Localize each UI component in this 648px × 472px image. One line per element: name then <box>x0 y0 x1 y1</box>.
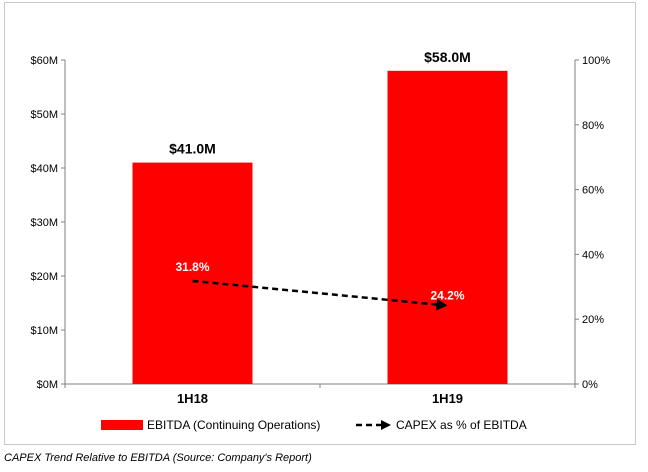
right-axis-tick-label: 80% <box>582 120 604 132</box>
left-axis-tick-label: $60M <box>30 55 58 67</box>
figure-caption: CAPEX Trend Relative to EBITDA (Source: … <box>4 452 312 464</box>
right-axis-tick-label: 20% <box>582 314 604 326</box>
right-axis-tick-label: 40% <box>582 249 604 261</box>
legend-swatch-ebitda <box>101 420 143 430</box>
right-axis-tick-label: 0% <box>582 379 598 391</box>
right-axis-tick-label: 100% <box>582 55 610 67</box>
legend-label-capex: CAPEX as % of EBITDA <box>396 418 527 432</box>
left-axis-tick-label: $20M <box>30 271 58 283</box>
bar-1h19 <box>387 70 508 385</box>
capex-pct-arrowhead <box>435 298 448 311</box>
chart-frame: $0M $10M $20M $30M $40M $50M $60M 0% 20% 40% 60% 80… <box>4 2 636 445</box>
right-axis-tick-label: 60% <box>582 185 604 197</box>
bar-value-label: $58.0M <box>424 49 471 65</box>
x-category-label: 1H18 <box>177 391 208 406</box>
bar-value-label: $41.0M <box>169 141 216 157</box>
left-axis-tick-label: $50M <box>30 109 58 121</box>
x-category-label: 1H19 <box>432 391 463 406</box>
bar-1h18 <box>132 162 253 384</box>
capex-pct-line <box>192 279 440 307</box>
legend-label-ebitda: EBITDA (Continuing Operations) <box>147 418 320 432</box>
left-axis-tick-label: $0M <box>37 379 58 391</box>
capex-ebitda-chart: $0M $10M $20M $30M $40M $50M $60M 0% 20% 40% 60% 80… <box>30 49 610 432</box>
line-value-label: 31.8% <box>175 260 209 274</box>
legend-arrowhead-capex <box>381 420 391 430</box>
line-value-label: 24.2% <box>430 289 464 303</box>
left-axis-tick-label: $10M <box>30 325 58 337</box>
left-axis-tick-label: $40M <box>30 163 58 175</box>
left-axis-tick-label: $30M <box>30 217 58 229</box>
